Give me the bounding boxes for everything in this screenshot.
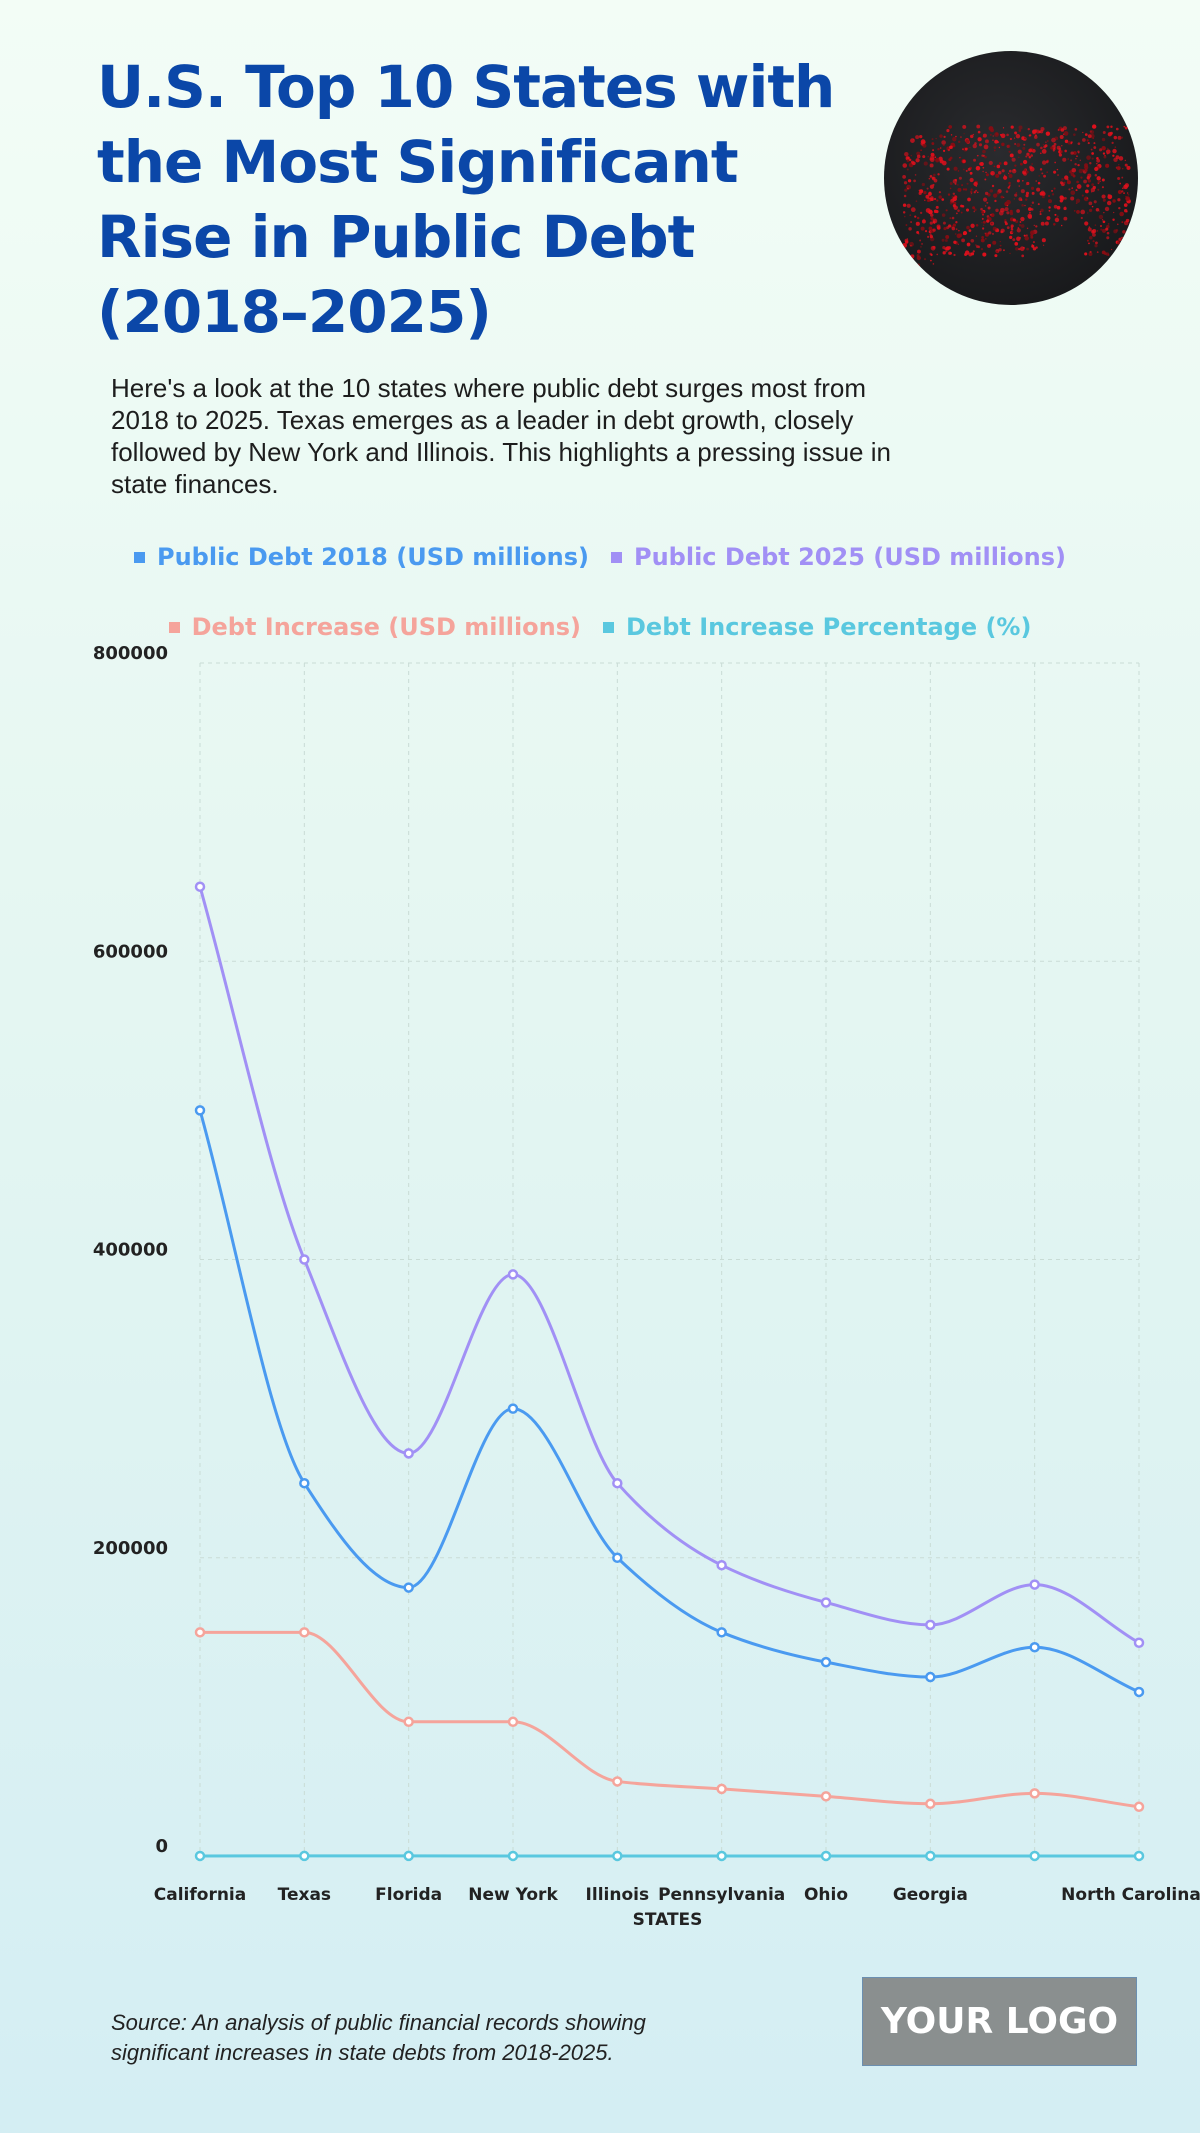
x-axis-title: STATES [633, 1910, 703, 1930]
y-tick-label: 800000 [93, 643, 168, 664]
data-point [507, 1850, 519, 1862]
us-map-icon [884, 51, 1138, 305]
data-point [1133, 1686, 1145, 1698]
legend-label: Debt Increase Percentage (%) [626, 613, 1032, 641]
y-tick-label: 200000 [93, 1538, 168, 1559]
data-point [194, 1850, 206, 1862]
data-point [1029, 1850, 1040, 1862]
data-point [925, 1850, 936, 1862]
data-point [194, 1105, 206, 1116]
data-point [925, 1671, 936, 1683]
data-point [194, 1627, 206, 1638]
line-chart: 0 200000 400000 600000 800000 California Texas… [93, 643, 1200, 1930]
legend-swatch [168, 621, 180, 633]
data-point [820, 1850, 832, 1862]
data-point [820, 1656, 832, 1668]
legend-row-2: Debt Increase (USD millions) Debt Increa… [0, 613, 1200, 641]
data-point [612, 1552, 623, 1563]
legend-swatch [611, 551, 622, 563]
data-point [1133, 1637, 1145, 1649]
legend-label: Debt Increase (USD millions) [191, 613, 581, 641]
y-tick-label: 400000 [93, 1240, 168, 1261]
x-tick-label: California [154, 1885, 246, 1905]
data-point [925, 1619, 936, 1631]
data-point [716, 1627, 727, 1638]
legend-label: Public Debt 2025 (USD millions) [634, 543, 1067, 571]
legend-row-1: Public Debt 2018 (USD millions) Public D… [0, 543, 1200, 571]
x-tick-label: Texas [278, 1885, 331, 1905]
data-point [612, 1477, 623, 1489]
series-line-2 [200, 1630, 1140, 1809]
legend-item-debt-increase[interactable]: Debt Increase (USD millions) [168, 613, 581, 641]
legend-item-debt-increase-pct[interactable]: Debt Increase Percentage (%) [603, 613, 1031, 641]
legend-label: Public Debt 2018 (USD millions) [156, 543, 589, 571]
data-point [1029, 1788, 1040, 1799]
y-tick-label: 600000 [93, 941, 168, 962]
data-point [507, 1716, 519, 1728]
data-point [403, 1582, 414, 1593]
data-point [716, 1559, 727, 1571]
data-point [1133, 1801, 1145, 1813]
data-point [507, 1403, 519, 1414]
x-tick-label: New York [468, 1885, 558, 1905]
legend-item-debt-2025[interactable]: Public Debt 2025 (USD millions) [611, 543, 1066, 571]
y-tick-label: 0 [155, 1836, 168, 1857]
logo-placeholder: YOUR LOGO [862, 1977, 1137, 2066]
data-point [820, 1791, 832, 1802]
x-tick-label: Pennsylvania [658, 1885, 785, 1905]
legend-swatch [133, 551, 145, 563]
data-point [925, 1798, 936, 1810]
data-point [1029, 1641, 1040, 1653]
series-line-0 [198, 1109, 1140, 1694]
x-tick-label: Georgia [893, 1885, 968, 1905]
data-point [403, 1716, 414, 1728]
source-note: Source: An analysis of public financial … [111, 2010, 646, 2065]
data-point [1133, 1850, 1145, 1862]
data-point [716, 1783, 727, 1795]
x-tick-label: Illinois [586, 1885, 650, 1905]
series-line-1 [198, 886, 1140, 1645]
x-tick-label: Florida [375, 1885, 442, 1905]
data-point [716, 1850, 727, 1862]
data-point [299, 1477, 310, 1489]
data-point [403, 1448, 414, 1459]
page-title: U.S. Top 10 States with the Most Signifi… [97, 53, 835, 346]
data-point [820, 1597, 832, 1608]
data-point [299, 1850, 310, 1862]
data-point [299, 1254, 310, 1265]
data-point [299, 1627, 310, 1638]
data-point [403, 1850, 414, 1862]
data-point [1029, 1579, 1040, 1590]
x-tick-label: North Carolina [1061, 1885, 1200, 1905]
legend-item-debt-2018[interactable]: Public Debt 2018 (USD millions) [133, 543, 589, 571]
x-tick-label: Ohio [804, 1885, 848, 1905]
legend-swatch [603, 621, 614, 633]
data-point [194, 881, 206, 892]
data-point [507, 1269, 519, 1280]
data-point [612, 1776, 623, 1787]
data-point [612, 1850, 623, 1862]
chart-description: Here's a look at the 10 states where pub… [111, 373, 891, 499]
